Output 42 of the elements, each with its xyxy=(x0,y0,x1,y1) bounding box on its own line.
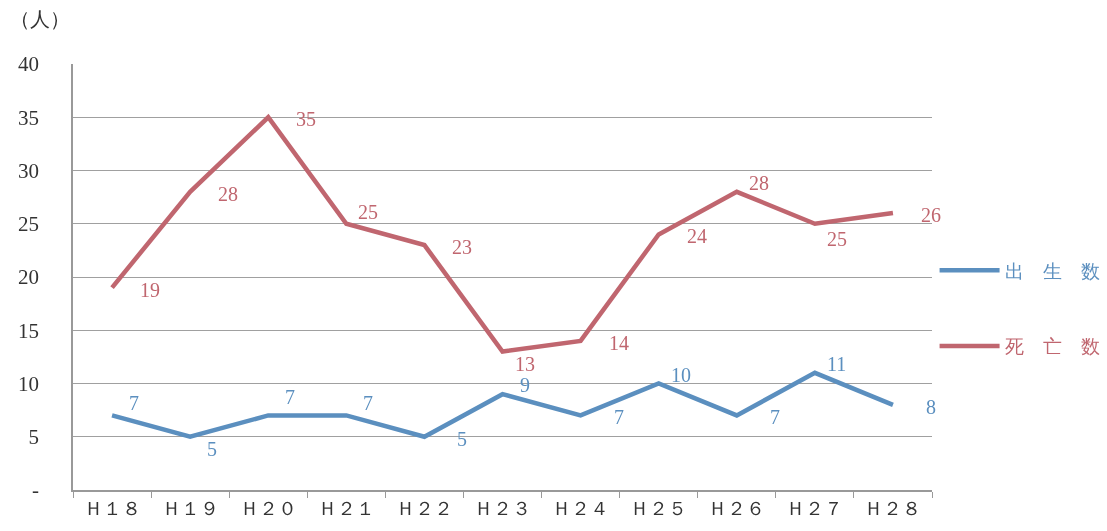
y-tick-label: 20 xyxy=(18,265,40,290)
x-tick-label: Ｈ２３ xyxy=(474,497,531,519)
data-label: 7 xyxy=(285,386,295,408)
data-label: 11 xyxy=(827,353,847,375)
y-tick-label: 30 xyxy=(18,158,40,183)
data-label: 7 xyxy=(129,392,139,414)
y-tick-label: 10 xyxy=(18,371,40,396)
data-label: 7 xyxy=(614,406,624,428)
x-tick-label: Ｈ２０ xyxy=(239,497,297,519)
y-tick-label: 5 xyxy=(28,425,40,450)
legend-label: 死 亡 数 xyxy=(1004,336,1100,358)
data-label: 14 xyxy=(609,332,629,354)
y-tick-label: 15 xyxy=(18,318,40,343)
x-tick-label: Ｈ２８ xyxy=(864,497,922,519)
x-tick-label: Ｈ２７ xyxy=(786,497,844,519)
y-tick-label: - xyxy=(32,478,40,503)
data-label: 23 xyxy=(452,236,472,258)
x-tick-label: Ｈ１９ xyxy=(161,497,219,519)
data-label: 13 xyxy=(515,353,535,375)
y-tick-label: 25 xyxy=(18,212,40,237)
data-label: 10 xyxy=(671,364,691,386)
data-label: 5 xyxy=(207,438,217,460)
x-tick-label: Ｈ２１ xyxy=(317,497,375,519)
data-label: 25 xyxy=(358,201,378,223)
data-label: 7 xyxy=(363,392,373,414)
x-tick-label: Ｈ２６ xyxy=(708,497,766,519)
x-tick-label: Ｈ２２ xyxy=(395,497,453,519)
y-axis-title: （人） xyxy=(10,8,70,30)
data-label: 24 xyxy=(687,225,707,247)
data-label: 19 xyxy=(140,279,160,301)
x-tick-label: Ｈ２５ xyxy=(630,497,688,519)
legend-label: 出 生 数 xyxy=(1004,260,1100,282)
data-label: 28 xyxy=(749,172,769,194)
data-label: 28 xyxy=(218,183,238,205)
data-label: 25 xyxy=(827,228,847,250)
data-label: 26 xyxy=(921,204,941,226)
data-label: 8 xyxy=(926,396,936,418)
y-tick-label: 40 xyxy=(18,52,40,77)
x-tick-label: Ｈ２４ xyxy=(552,497,610,519)
y-tick-label: 35 xyxy=(18,105,40,130)
data-label: 7 xyxy=(770,406,780,428)
x-tick-label: Ｈ１８ xyxy=(83,497,141,519)
